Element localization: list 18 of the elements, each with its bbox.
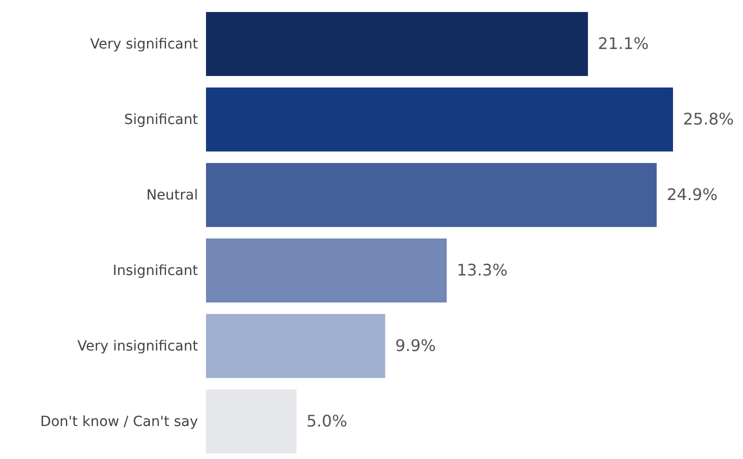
y-tick-label: Very significant: [90, 36, 199, 53]
bar: [206, 88, 673, 152]
data-label: 24.9%: [666, 185, 718, 204]
y-tick-label: Very insignificant: [77, 338, 198, 355]
data-label: 9.9%: [395, 336, 436, 355]
data-label: 25.8%: [683, 110, 734, 128]
y-tick-label: Insignificant: [112, 263, 199, 280]
data-label: 5.0%: [306, 412, 348, 430]
bar: [206, 12, 588, 76]
bar: [206, 390, 297, 454]
bar: [206, 314, 386, 378]
y-tick-label: Don't know / Can't say: [40, 414, 198, 430]
bar: [206, 238, 447, 302]
bar: [206, 163, 657, 227]
y-tick-label: Significant: [124, 112, 199, 128]
y-tick-label: Neutral: [146, 188, 198, 204]
data-label: 13.3%: [456, 260, 508, 280]
data-label: 21.1%: [598, 34, 649, 53]
